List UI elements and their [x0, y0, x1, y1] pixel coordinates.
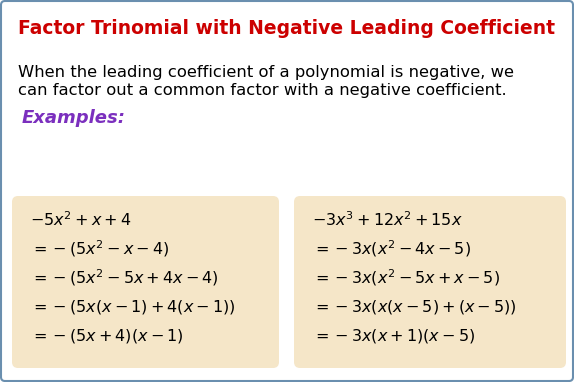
Text: $=-3x(x^2-5x+x-5)$: $=-3x(x^2-5x+x-5)$: [312, 268, 500, 288]
Text: $=-3x(x^2-4x-5)$: $=-3x(x^2-4x-5)$: [312, 239, 471, 259]
FancyBboxPatch shape: [294, 196, 566, 368]
FancyBboxPatch shape: [12, 196, 279, 368]
Text: $=-(5x^2-x-4)$: $=-(5x^2-x-4)$: [30, 239, 169, 259]
Text: $=-(5x+4)(x-1)$: $=-(5x+4)(x-1)$: [30, 327, 184, 345]
Text: Factor Trinomial with Negative Leading Coefficient: Factor Trinomial with Negative Leading C…: [18, 18, 556, 37]
Text: $=-3x(x+1)(x-5)$: $=-3x(x+1)(x-5)$: [312, 327, 475, 345]
Text: $-3x^3+12x^2+15x$: $-3x^3+12x^2+15x$: [312, 210, 463, 229]
Text: $=-3x(x(x-5)+(x-5))$: $=-3x(x(x-5)+(x-5))$: [312, 298, 517, 316]
Text: Examples:: Examples:: [22, 109, 126, 127]
Text: When the leading coefficient of a polynomial is negative, we: When the leading coefficient of a polyno…: [18, 65, 514, 79]
Text: $=-(5x(x-1)+4(x-1))$: $=-(5x(x-1)+4(x-1))$: [30, 298, 235, 316]
Text: $=-(5x^2-5x+4x-4)$: $=-(5x^2-5x+4x-4)$: [30, 268, 219, 288]
Text: can factor out a common factor with a negative coefficient.: can factor out a common factor with a ne…: [18, 83, 507, 97]
Text: $-5x^2+x+4$: $-5x^2+x+4$: [30, 210, 131, 229]
